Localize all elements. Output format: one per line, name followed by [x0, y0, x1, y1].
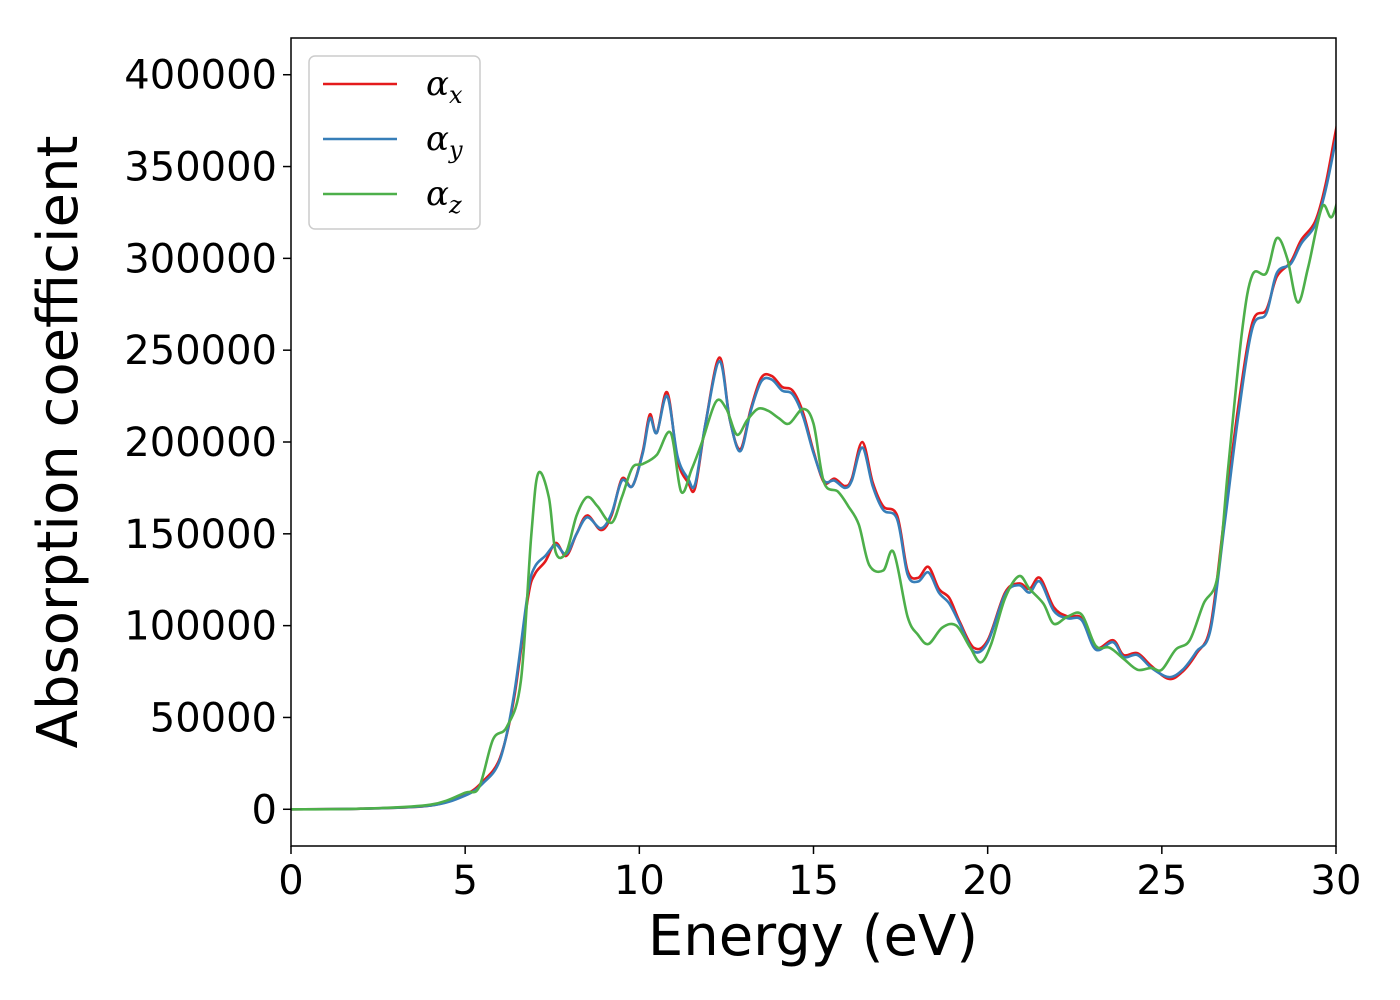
- legend: αx αy αz: [308, 55, 481, 230]
- y-axis-title: Absorption coefficient: [26, 136, 91, 749]
- x-tick-label: 0: [278, 858, 303, 904]
- y-tick-label: 100000: [124, 604, 277, 650]
- y-tick-label: 150000: [124, 512, 277, 558]
- series-layer: [291, 122, 1336, 811]
- legend-label-x: αx: [426, 64, 463, 109]
- legend-label-z: αz: [426, 174, 462, 219]
- y-tick-label: 250000: [124, 328, 277, 374]
- x-axis: 0 5 10 15 20 25 30: [278, 846, 1361, 904]
- y-tick-label: 200000: [124, 420, 277, 466]
- x-tick-label: 15: [788, 858, 839, 904]
- y-tick-label: 400000: [124, 53, 277, 99]
- x-tick-label: 20: [962, 858, 1013, 904]
- y-tick-label: 300000: [124, 236, 277, 282]
- y-tick-label: 350000: [124, 145, 277, 191]
- y-axis: 0 50000 100000 150000 200000 250000 300000 3500…: [124, 53, 291, 833]
- x-tick-label: 10: [614, 858, 665, 904]
- legend-label-y: αy: [426, 119, 463, 164]
- x-tick-label: 30: [1311, 858, 1362, 904]
- x-axis-title: Energy (eV): [648, 904, 978, 969]
- x-tick-label: 5: [452, 858, 477, 904]
- series-line-z: [291, 201, 1336, 811]
- y-tick-label: 50000: [150, 695, 277, 741]
- y-tick-label: 0: [252, 787, 277, 833]
- series-line-y: [291, 131, 1336, 811]
- x-tick-label: 25: [1136, 858, 1187, 904]
- legend-frame: [308, 55, 481, 230]
